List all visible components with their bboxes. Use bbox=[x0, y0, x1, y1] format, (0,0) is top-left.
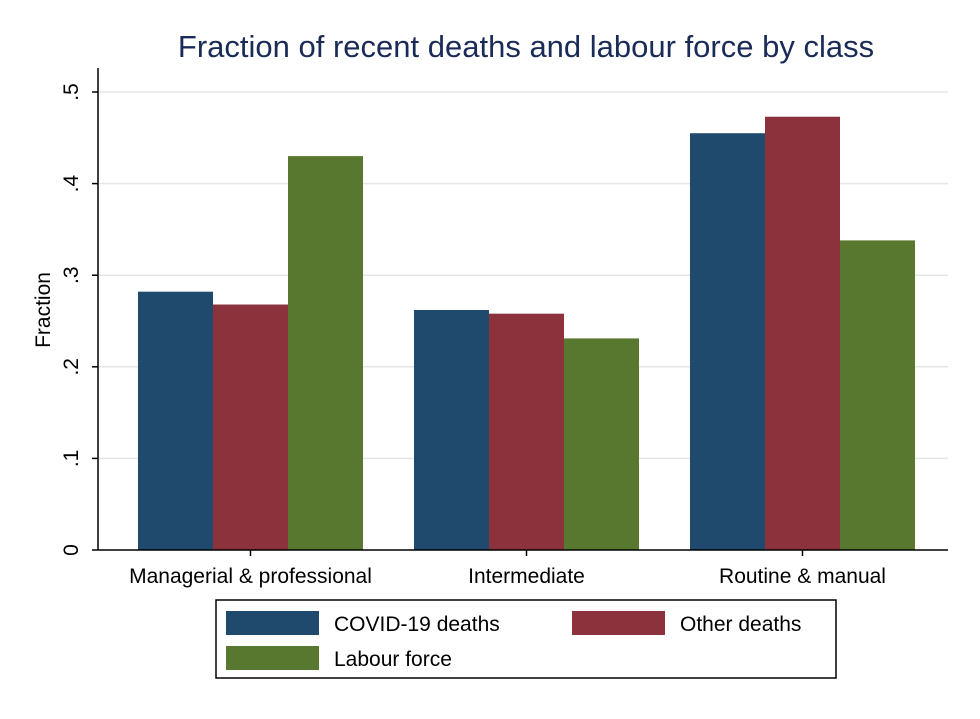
chart-title: Fraction of recent deaths and labour for… bbox=[178, 29, 874, 64]
bar bbox=[138, 291, 213, 550]
y-tick-label: .2 bbox=[60, 358, 83, 376]
y-tick-label: 0 bbox=[60, 544, 83, 556]
y-tick-label: .3 bbox=[60, 266, 83, 284]
bar bbox=[288, 156, 363, 550]
x-tick-label: Managerial & professional bbox=[129, 565, 372, 588]
y-tick-label: .5 bbox=[60, 83, 83, 101]
bar bbox=[213, 304, 288, 550]
bar bbox=[840, 240, 915, 550]
bar bbox=[564, 338, 639, 550]
legend-swatch bbox=[226, 611, 319, 635]
legend: COVID-19 deaths Other deaths Labour force bbox=[215, 599, 837, 679]
legend-swatch bbox=[226, 646, 319, 670]
bar bbox=[489, 313, 564, 550]
y-tick-label: .4 bbox=[60, 175, 83, 193]
bars bbox=[138, 116, 915, 551]
bar bbox=[414, 310, 489, 550]
legend-box bbox=[215, 599, 837, 679]
y-axis-label: Fraction bbox=[32, 272, 55, 348]
bar bbox=[690, 133, 765, 550]
y-tick-label: .1 bbox=[60, 450, 83, 468]
legend-swatch bbox=[572, 611, 665, 635]
axes: 0 .1 .2 .3 .4 .5 Managerial & professional Inte… bbox=[60, 68, 948, 588]
x-tick-label: Routine & manual bbox=[719, 565, 886, 588]
legend-label: Other deaths bbox=[680, 613, 801, 636]
legend-label: Labour force bbox=[334, 648, 452, 671]
bar bbox=[765, 116, 840, 551]
x-tick-label: Intermediate bbox=[468, 565, 585, 588]
legend-label: COVID-19 deaths bbox=[334, 613, 500, 636]
